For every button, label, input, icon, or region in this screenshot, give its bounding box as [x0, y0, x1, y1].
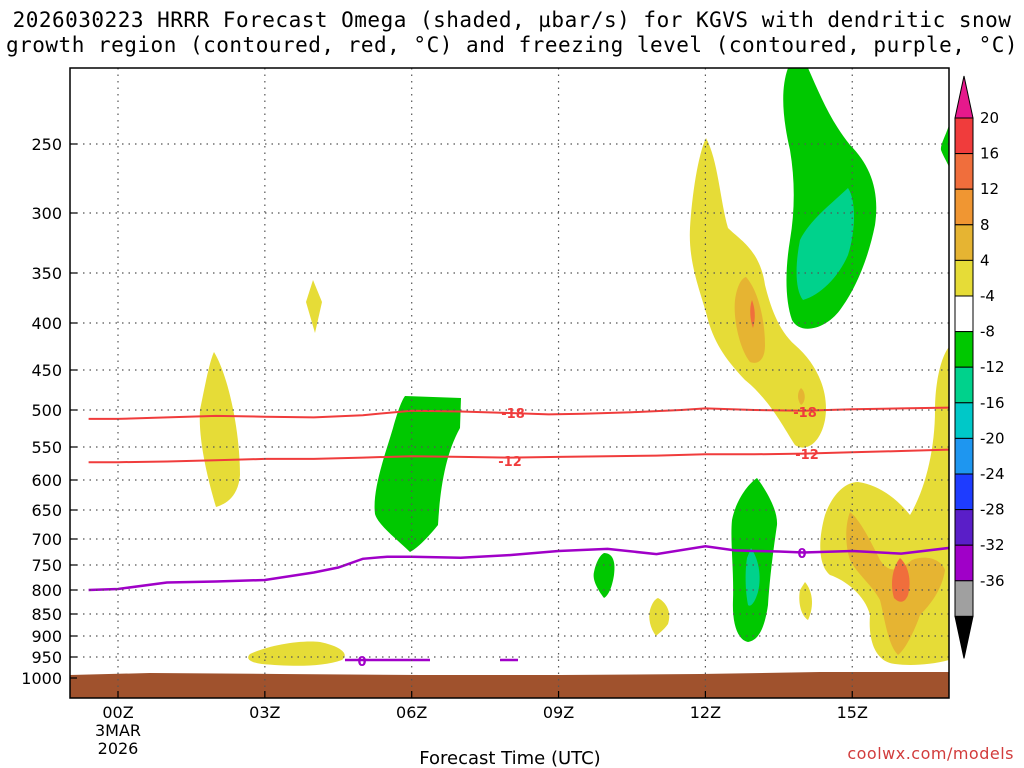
colorbar-swatch — [954, 473, 974, 511]
omega-region-orange — [750, 300, 755, 328]
y-tick-label: 300 — [31, 204, 62, 223]
grid-lines — [70, 68, 949, 698]
credit-link[interactable]: coolwx.com/models — [847, 744, 1014, 763]
colorbar-swatch — [954, 509, 974, 546]
omega-region-yellow — [649, 598, 670, 636]
dgz-upper-label: -18 — [501, 407, 525, 422]
colorbar-swatch — [954, 224, 974, 261]
plot-frame — [69, 67, 950, 699]
omega-region-orange — [892, 558, 910, 602]
colorbar-swatch — [954, 259, 974, 297]
x-tick-label: 00Z — [102, 703, 133, 722]
colorbar-swatch — [954, 153, 974, 190]
omega-region-yellow — [306, 280, 322, 333]
colorbar-swatch — [954, 188, 974, 226]
y-tick-label: 700 — [31, 530, 62, 549]
colorbar-label: -8 — [980, 323, 995, 341]
colorbar-swatch — [954, 295, 974, 333]
colorbar-label: 4 — [980, 251, 990, 269]
colorbar-label: 12 — [980, 180, 999, 198]
dgz-lower-contour — [88, 448, 949, 464]
x-tick-label: 09Z — [543, 703, 574, 722]
omega-region-yellow — [799, 582, 812, 620]
chart-title-line-1: 2026030223 HRRR Forecast Omega (shaded, … — [12, 8, 1012, 32]
omega-region-teal — [796, 188, 854, 300]
colorbar-arrow-bottom — [954, 615, 974, 659]
plot-area — [70, 68, 949, 698]
colorbar-swatch — [954, 544, 974, 582]
y-tick-label: 550 — [31, 438, 62, 457]
freezing-label: 0 — [357, 655, 366, 670]
x-tick-label: 15Z — [837, 703, 868, 722]
omega-region-yellow — [248, 641, 345, 666]
ground-terrain — [70, 672, 949, 698]
x-axis: 00Z 03Z 06Z 09Z 12Z 15Z — [102, 691, 868, 722]
omega-shading — [199, 68, 949, 666]
x-tick-label: 06Z — [396, 703, 427, 722]
colorbar-swatch — [954, 366, 974, 404]
omega-region-green — [940, 125, 949, 168]
y-tick-label: 950 — [31, 648, 62, 667]
colorbar-label: -24 — [980, 465, 1005, 483]
omega-region-green — [783, 68, 877, 329]
y-tick-label: 250 — [31, 135, 62, 154]
colorbar-label: -36 — [980, 572, 1005, 590]
dgz-upper-label: -18 — [793, 406, 817, 421]
colorbar-label: -28 — [980, 501, 1005, 519]
y-tick-label: 1000 — [21, 669, 62, 688]
dgz-upper-contour — [88, 406, 949, 420]
colorbar-swatch — [954, 331, 974, 368]
colorbar-swatch — [954, 402, 974, 439]
x-tick-label: 03Z — [249, 703, 280, 722]
y-tick-label: 500 — [31, 401, 62, 420]
y-tick-label: 850 — [31, 605, 62, 624]
freezing-level-contour — [88, 545, 949, 592]
colorbar-label: -20 — [980, 429, 1005, 447]
y-tick-label: 800 — [31, 581, 62, 600]
x-tick-label: 12Z — [690, 703, 721, 722]
colorbar-label: -32 — [980, 536, 1005, 554]
freezing-label: 0 — [797, 547, 806, 562]
x-date-label-month: 3MAR — [95, 721, 141, 740]
colorbar-label: -12 — [980, 358, 1005, 376]
dgz-lower-label: -12 — [795, 448, 819, 463]
y-tick-label: 450 — [31, 361, 62, 380]
colorbar-swatch — [954, 437, 974, 475]
omega-region-orange — [798, 388, 805, 405]
colorbar-label: 20 — [980, 109, 999, 127]
x-date-label-year: 2026 — [98, 739, 139, 758]
omega-region-yellow — [199, 352, 240, 507]
y-tick-label: 650 — [31, 501, 62, 520]
omega-region-green — [374, 396, 461, 552]
colorbar-swatch — [954, 117, 974, 155]
y-axis: 250 300 350 400 450 500 550 600 650 700 750 800 850 9… — [21, 135, 77, 688]
chart-title-line-2: growth region (contoured, red, °C) and f… — [5, 33, 1019, 57]
colorbar-arrow-top — [954, 75, 974, 119]
colorbar-legend: 20 16 12 8 4 -4 -8 -12 -16 -20 -24 -28 -32 -36 — [954, 75, 1005, 659]
colorbar-label: 16 — [980, 145, 999, 163]
y-tick-label: 900 — [31, 627, 62, 646]
colorbar-swatch — [954, 580, 974, 617]
dgz-lower-label: -12 — [498, 455, 522, 470]
y-tick-label: 350 — [31, 264, 62, 283]
omega-region-green — [593, 553, 615, 598]
y-tick-label: 750 — [31, 556, 62, 575]
y-tick-label: 600 — [31, 471, 62, 490]
omega-region-teal — [745, 548, 760, 606]
colorbar-label: 8 — [980, 216, 990, 234]
colorbar-label: -16 — [980, 394, 1005, 412]
y-tick-label: 400 — [31, 314, 62, 333]
colorbar-label: -4 — [980, 287, 995, 305]
omega-region-orange — [734, 277, 765, 363]
x-axis-label: Forecast Time (UTC) — [419, 748, 600, 768]
